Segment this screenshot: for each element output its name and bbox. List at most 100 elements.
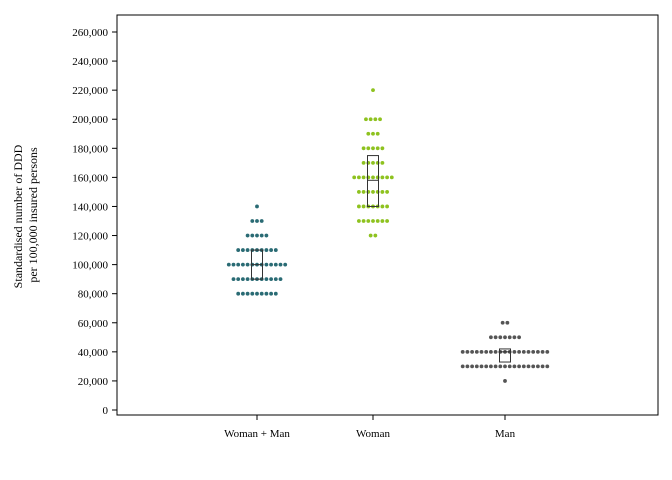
- data-point: [236, 277, 241, 282]
- data-point: [373, 117, 378, 122]
- data-point: [366, 190, 371, 194]
- data-point: [474, 364, 479, 369]
- data-point: [250, 291, 255, 296]
- data-point: [489, 349, 493, 354]
- data-point: [375, 146, 380, 151]
- data-point: [545, 349, 550, 354]
- data-point: [526, 349, 531, 354]
- data-point: [470, 364, 474, 369]
- data-point: [484, 364, 489, 369]
- data-point: [371, 131, 375, 136]
- y-tick-label: 80,000: [78, 289, 109, 301]
- data-point: [371, 160, 375, 165]
- data-point: [366, 131, 371, 136]
- data-point: [357, 204, 361, 209]
- data-point: [241, 277, 245, 282]
- quartile-box: [367, 155, 379, 207]
- data-point: [460, 349, 465, 354]
- x-tick-label: Woman: [356, 428, 390, 440]
- data-point: [380, 175, 385, 180]
- data-point: [226, 262, 231, 267]
- data-point: [380, 160, 385, 165]
- data-point: [460, 364, 465, 369]
- y-tick-label: 240,000: [72, 56, 108, 68]
- data-point: [498, 364, 503, 369]
- data-point: [361, 160, 366, 165]
- x-tick-label: Man: [495, 428, 516, 440]
- data-point: [231, 262, 236, 267]
- data-point: [273, 248, 278, 252]
- data-point: [474, 349, 479, 354]
- data-point: [366, 175, 371, 180]
- data-point: [368, 233, 373, 238]
- data-point: [255, 204, 259, 209]
- series-group: [226, 204, 288, 296]
- data-point: [389, 175, 394, 180]
- data-point: [361, 190, 366, 194]
- data-point: [361, 175, 366, 180]
- data-point: [375, 131, 380, 136]
- data-point: [375, 160, 380, 165]
- y-tick-label: 200,000: [72, 114, 108, 126]
- data-point: [380, 146, 385, 151]
- data-point: [470, 349, 474, 354]
- data-point: [531, 364, 536, 369]
- data-point: [264, 291, 269, 296]
- data-point: [493, 335, 498, 340]
- data-point: [373, 233, 378, 238]
- data-point: [380, 219, 385, 223]
- data-point: [493, 364, 498, 369]
- series-layer: [226, 88, 550, 383]
- data-point: [269, 291, 273, 296]
- y-tick-label: 0: [103, 405, 109, 417]
- data-point: [371, 146, 375, 151]
- data-point: [361, 204, 366, 209]
- data-point: [503, 335, 507, 340]
- data-point: [378, 117, 382, 122]
- data-point: [259, 233, 264, 238]
- data-point: [364, 117, 368, 122]
- data-point: [273, 262, 278, 267]
- data-point: [540, 349, 545, 354]
- data-point: [493, 349, 498, 354]
- data-point: [361, 146, 366, 151]
- data-point: [361, 219, 366, 223]
- x-tick-label: Woman + Man: [224, 428, 290, 440]
- data-point: [489, 335, 493, 340]
- data-point: [375, 219, 380, 223]
- data-point: [380, 190, 385, 194]
- y-tick-label: 160,000: [72, 172, 108, 184]
- data-point: [273, 277, 278, 282]
- y-axis-title-line-2: per 100,000 insured persons: [26, 147, 40, 283]
- data-point: [465, 364, 470, 369]
- data-point: [241, 262, 245, 267]
- data-point: [371, 88, 375, 93]
- data-point: [512, 349, 517, 354]
- data-point: [385, 190, 389, 194]
- data-point: [536, 364, 540, 369]
- y-tick-label: 180,000: [72, 143, 108, 155]
- data-point: [241, 248, 245, 252]
- data-point: [264, 233, 269, 238]
- data-point: [375, 190, 380, 194]
- data-point: [505, 320, 510, 325]
- data-point: [531, 349, 536, 354]
- data-point: [479, 364, 484, 369]
- data-point: [500, 320, 505, 325]
- data-point: [371, 219, 375, 223]
- data-point: [264, 262, 269, 267]
- y-tick-label: 100,000: [72, 260, 108, 272]
- plot-frame: [116, 14, 659, 416]
- data-point: [250, 219, 255, 223]
- data-point: [245, 248, 250, 252]
- data-point: [503, 379, 507, 383]
- y-axis-title-line-1: Standardised number of DDD: [11, 144, 25, 288]
- y-tick-label: 260,000: [72, 27, 108, 39]
- data-point: [380, 204, 385, 209]
- data-point: [385, 204, 389, 209]
- y-tick-label: 20,000: [78, 376, 109, 388]
- data-point: [517, 349, 521, 354]
- series-group: [460, 320, 550, 383]
- data-point: [545, 364, 550, 369]
- data-point: [371, 175, 375, 180]
